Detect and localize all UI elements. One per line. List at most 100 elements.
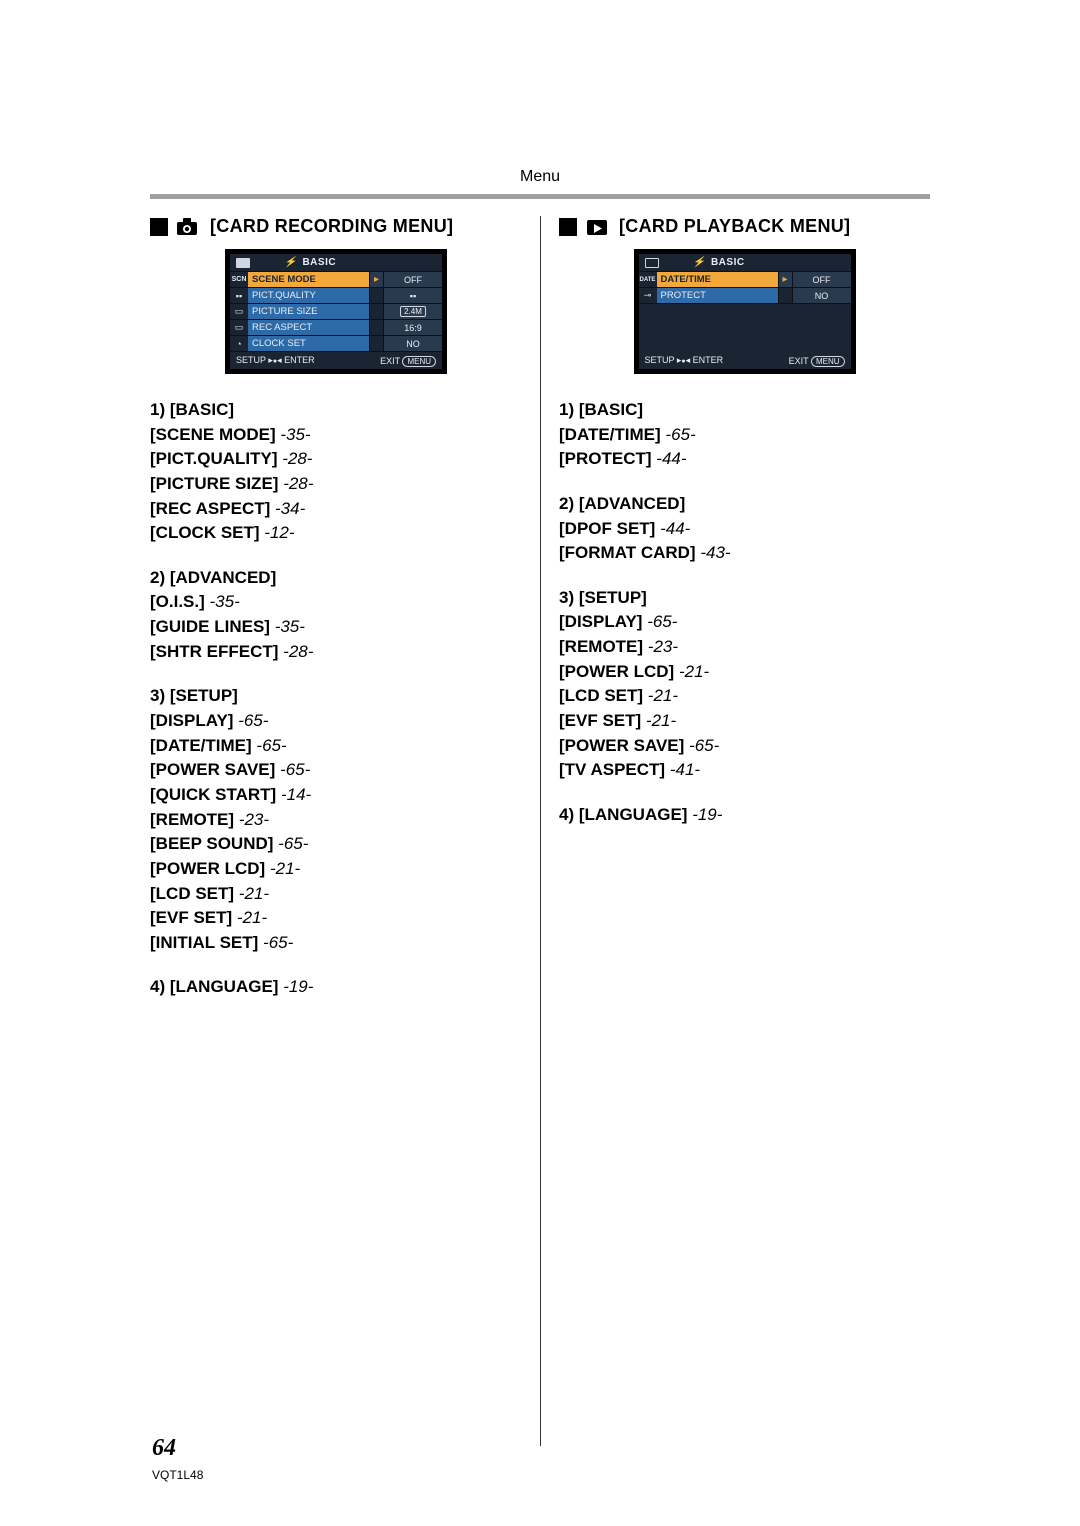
menu-item: [TV ASPECT] -41-	[559, 758, 930, 783]
menu-item: [O.I.S.] -35-	[150, 590, 522, 615]
lcd-row-icon: ▭	[230, 304, 248, 319]
menu-item: [POWER LCD] -21-	[150, 857, 522, 882]
playback-card-icon	[585, 217, 611, 237]
lcd-row-label: PICT.QUALITY	[248, 288, 370, 303]
lcd-row-icon: ▪▪	[230, 288, 248, 303]
page-header: Menu	[520, 168, 560, 186]
lcd-row-label: CLOCK SET	[248, 336, 370, 351]
menu-block-head: 3) [SETUP]	[559, 586, 930, 611]
page-number: 64	[152, 1435, 176, 1462]
lcd-row: DATE DATE/TIME ▸ OFF	[639, 272, 851, 288]
lcd-exit-menu: EXIT MENU	[380, 356, 436, 366]
left-section-title: [CARD RECORDING MENU]	[150, 216, 522, 237]
lcd-lightning-icon: ⚡	[693, 257, 705, 268]
lcd-basic-label: BASIC	[302, 257, 336, 268]
square-bullet-icon	[559, 218, 577, 236]
lcd-row-value: NO	[793, 288, 851, 303]
menu-item: [QUICK START] -14-	[150, 783, 522, 808]
menu-item: [CLOCK SET] -12-	[150, 521, 522, 546]
menu-item: [DATE/TIME] -65-	[150, 734, 522, 759]
menu-item: [REMOTE] -23-	[150, 808, 522, 833]
right-title-text: [CARD PLAYBACK MENU]	[619, 216, 850, 237]
menu-block-head: 2) [ADVANCED]	[150, 566, 522, 591]
lcd-exit-menu: EXIT MENU	[789, 356, 845, 366]
menu-item: [POWER SAVE] -65-	[559, 734, 930, 759]
camera-card-icon	[176, 217, 202, 237]
lcd-row-value: 16:9	[384, 320, 442, 335]
lcd-row-label: SCENE MODE	[248, 272, 370, 287]
lcd-row: ▭ PICTURE SIZE 2.4M	[230, 304, 442, 320]
lcd-basic-label: BASIC	[711, 257, 745, 268]
menu-item: [DATE/TIME] -65-	[559, 423, 930, 448]
header-rule	[150, 194, 930, 199]
lcd-row-value: 2.4M	[384, 304, 442, 319]
manual-page: Menu [CARD RECORDING MENU] ⚡ BASIC	[0, 0, 1080, 1526]
lcd-row-value: NO	[384, 336, 442, 351]
lcd-camera-icon	[236, 258, 250, 268]
menu-block: 4) [LANGUAGE] -19-	[559, 803, 930, 828]
lcd-setup-enter: SETUP ▸●◂ ENTER	[236, 355, 315, 366]
menu-item: [BEEP SOUND] -65-	[150, 832, 522, 857]
menu-item: [DISPLAY] -65-	[559, 610, 930, 635]
lcd-row: SCN SCENE MODE ▸ OFF	[230, 272, 442, 288]
right-lcd-mock: ⚡ BASIC DATE DATE/TIME ▸ OFF ⊸ PROTECT N…	[634, 249, 856, 374]
lcd-row-arrow-icon: ▸	[779, 272, 793, 287]
menu-item: [POWER LCD] -21-	[559, 660, 930, 685]
lcd-row-label: PROTECT	[657, 288, 779, 303]
menu-item: [LCD SET] -21-	[150, 882, 522, 907]
menu-item: [DISPLAY] -65-	[150, 709, 522, 734]
right-column: [CARD PLAYBACK MENU] ⚡ BASIC DATE DATE/T…	[540, 216, 930, 1446]
square-bullet-icon	[150, 218, 168, 236]
menu-block-head: 4) [LANGUAGE] -19-	[559, 803, 930, 828]
menu-block-head: 1) [BASIC]	[559, 398, 930, 423]
lcd-row: ⊸ PROTECT NO	[639, 288, 851, 304]
lcd-row-arrow-icon	[370, 304, 384, 319]
menu-item: [PROTECT] -44-	[559, 447, 930, 472]
footer-code: VQT1L48	[152, 1468, 203, 1482]
menu-block: 3) [SETUP] [DISPLAY] -65- [DATE/TIME] -6…	[150, 684, 522, 955]
lcd-row-icon: ⊸	[639, 288, 657, 303]
left-lcd-mock: ⚡ BASIC SCN SCENE MODE ▸ OFF ▪▪ PICT.QUA…	[225, 249, 447, 374]
menu-item: [DPOF SET] -44-	[559, 517, 930, 542]
menu-item: [SCENE MODE] -35-	[150, 423, 522, 448]
menu-block: 2) [ADVANCED] [O.I.S.] -35- [GUIDE LINES…	[150, 566, 522, 665]
menu-item: [PICT.QUALITY] -28-	[150, 447, 522, 472]
menu-item: [EVF SET] -21-	[150, 906, 522, 931]
lcd-row-value: OFF	[793, 272, 851, 287]
left-title-text: [CARD RECORDING MENU]	[210, 216, 453, 237]
menu-block-head: 3) [SETUP]	[150, 684, 522, 709]
columns: [CARD RECORDING MENU] ⚡ BASIC SCN SCENE …	[150, 216, 930, 1446]
lcd-row-arrow-icon	[370, 336, 384, 351]
lcd-row-arrow-icon	[370, 288, 384, 303]
lcd-row-arrow-icon: ▸	[370, 272, 384, 287]
lcd-row-arrow-icon	[370, 320, 384, 335]
menu-item: [SHTR EFFECT] -28-	[150, 640, 522, 665]
menu-item: [REMOTE] -23-	[559, 635, 930, 660]
menu-item: [LCD SET] -21-	[559, 684, 930, 709]
lcd-lightning-icon: ⚡	[284, 257, 296, 268]
menu-block: 1) [BASIC] [DATE/TIME] -65- [PROTECT] -4…	[559, 398, 930, 472]
left-column: [CARD RECORDING MENU] ⚡ BASIC SCN SCENE …	[150, 216, 540, 1446]
lcd-play-icon	[645, 258, 659, 268]
lcd-row-icon: ▭	[230, 320, 248, 335]
lcd-row-arrow-icon	[779, 288, 793, 303]
lcd-row-icon: SCN	[230, 272, 248, 287]
menu-block-head: 1) [BASIC]	[150, 398, 522, 423]
lcd-row-value: OFF	[384, 272, 442, 287]
lcd-row-label: REC ASPECT	[248, 320, 370, 335]
menu-item: [EVF SET] -21-	[559, 709, 930, 734]
right-section-title: [CARD PLAYBACK MENU]	[559, 216, 930, 237]
lcd-row-icon: ◔	[230, 336, 248, 351]
lcd-row: ▭ REC ASPECT 16:9	[230, 320, 442, 336]
menu-block: 2) [ADVANCED] [DPOF SET] -44- [FORMAT CA…	[559, 492, 930, 566]
menu-item: [FORMAT CARD] -43-	[559, 541, 930, 566]
menu-item: [REC ASPECT] -34-	[150, 497, 522, 522]
menu-block: 1) [BASIC] [SCENE MODE] -35- [PICT.QUALI…	[150, 398, 522, 546]
lcd-row-label: PICTURE SIZE	[248, 304, 370, 319]
menu-block-head: 4) [LANGUAGE] -19-	[150, 975, 522, 1000]
menu-item: [POWER SAVE] -65-	[150, 758, 522, 783]
menu-item: [PICTURE SIZE] -28-	[150, 472, 522, 497]
lcd-setup-enter: SETUP ▸●◂ ENTER	[645, 355, 724, 366]
lcd-row-value: ▪▪	[384, 288, 442, 303]
lcd-row: ◔ CLOCK SET NO	[230, 336, 442, 352]
